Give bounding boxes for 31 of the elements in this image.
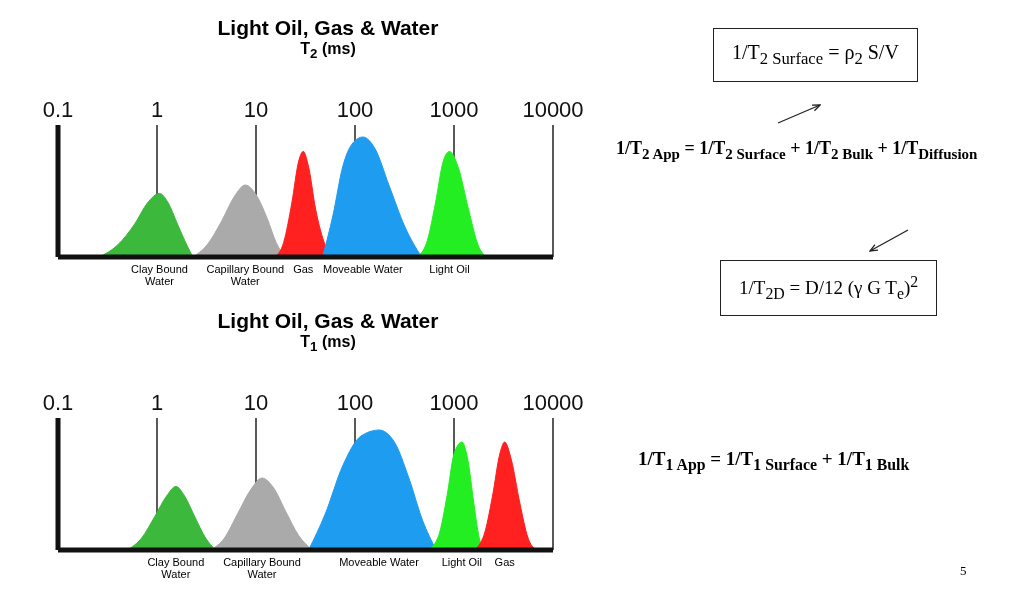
x-tick-label: 100 (336, 390, 374, 416)
x-axis-title: T$_{1}$ (ms) (300, 333, 356, 355)
x-tick-label: 1000 (429, 97, 479, 123)
formula-frame: 1/T$_{2 Surface}$ = ρ$_{2}$ S/V (713, 28, 918, 82)
x-tick-label: 10000 (522, 97, 584, 123)
x-tick-label: 100 (336, 97, 374, 123)
series-label: Clay Bound Water (147, 556, 205, 581)
chart-title: Light Oil, Gas & Water (217, 16, 439, 39)
series-label: Gas (293, 263, 314, 276)
series-label: Capillary Bound Water (223, 556, 301, 581)
text: 1/T$_{2 App}$ = 1/T$_{2 Surface}$ + 1/T$_{2 Bulk}$ + 1/T$_{Diffusion}$ (616, 138, 978, 162)
series-label: Gas (494, 556, 515, 569)
x-tick-label: 1000 (429, 390, 479, 416)
text: 5 (960, 563, 967, 578)
x-tick-label: 0.1 (42, 390, 74, 416)
x-tick-label: 10 (243, 390, 269, 416)
x-tick-label: 1 (150, 97, 164, 123)
series-label: Moveable Water (339, 556, 419, 569)
series-label: Capillary Bound Water (206, 263, 285, 288)
series-label: Light Oil (441, 556, 482, 569)
x-axis-title: T$_{2}$ (ms) (300, 40, 356, 62)
chart-title: Light Oil, Gas & Water (217, 309, 439, 333)
x-tick-label: 0.1 (42, 97, 74, 123)
series-label: Moveable Water (322, 263, 403, 276)
x-tick-label: 10 (243, 97, 269, 123)
formula-frame: 1/T$_{2D}$ = D/12 (γ G T$_{e}$)$^{2}$ (720, 260, 938, 317)
series-label: Light Oil (429, 263, 470, 276)
x-tick-label: 1 (150, 390, 164, 416)
text: 1/T$_{1 App}$ = 1/T$_{1 Surface}$ + 1/T$_{1 Bulk}$ (638, 448, 910, 473)
x-tick-label: 10000 (522, 390, 584, 416)
series-label: Clay Bound Water (131, 263, 188, 288)
